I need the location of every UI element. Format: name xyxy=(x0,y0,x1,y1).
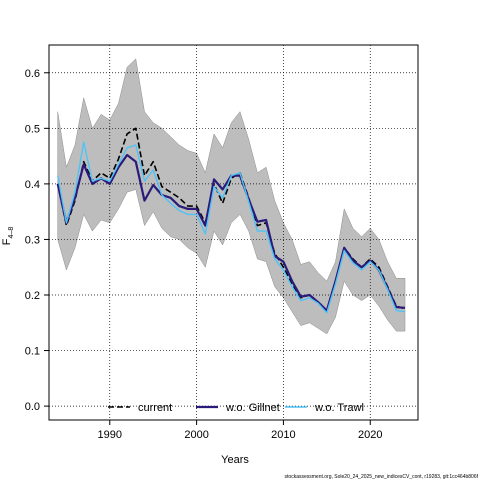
y-tick-label: 0.0 xyxy=(25,401,40,413)
y-tick-label: 0.5 xyxy=(25,123,40,135)
x-tick-label: 2010 xyxy=(271,429,295,441)
x-tick-label: 1990 xyxy=(98,429,122,441)
y-tick-label: 0.2 xyxy=(25,290,40,302)
y-tick-label: 0.6 xyxy=(25,68,40,80)
y-axis-title-subscript: 4–8 xyxy=(8,227,15,239)
y-axis-title: F4–8 xyxy=(1,227,15,246)
y-tick-label: 0.1 xyxy=(25,346,40,358)
legend-label-1: current xyxy=(138,402,172,414)
x-tick-label: 2000 xyxy=(184,429,208,441)
series-line-3 xyxy=(57,141,406,314)
y-tick-label: 0.3 xyxy=(25,234,40,246)
y-tick-label: 0.4 xyxy=(25,179,40,191)
legend-label-2: w.o. Gillnet xyxy=(225,402,280,414)
x-tick-label: 2020 xyxy=(358,429,382,441)
plot-frame xyxy=(48,44,419,421)
legend-label-3: w.o. Trawl xyxy=(314,402,364,414)
confidence-band xyxy=(57,58,406,335)
footnote: stockassessment.org, Sole20_24_2025_new_… xyxy=(285,474,479,480)
y-axis-title-main: F xyxy=(1,238,13,245)
x-axis-title: Years xyxy=(221,454,249,466)
